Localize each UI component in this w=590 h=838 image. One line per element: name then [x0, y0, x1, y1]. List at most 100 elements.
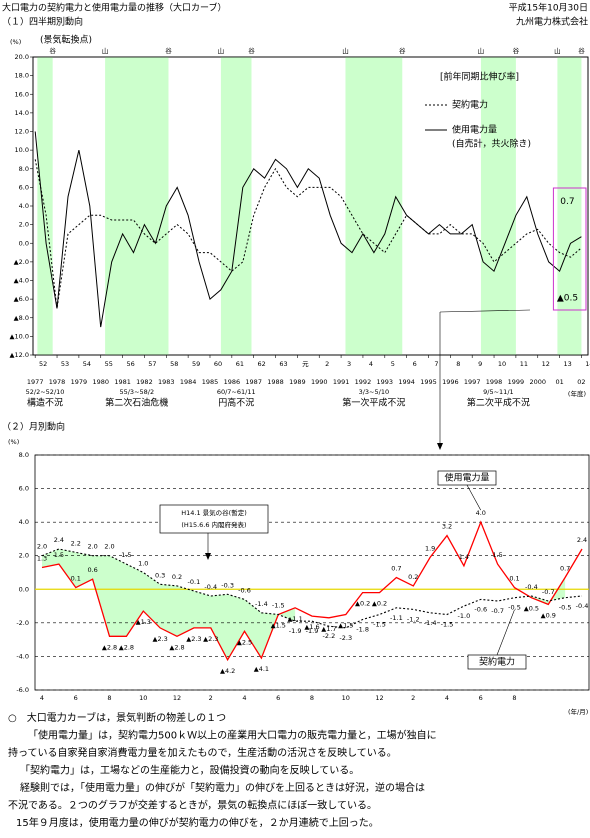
- turning-point: 山: [342, 47, 349, 55]
- fiscal-label: 3: [347, 360, 351, 368]
- turning-point: 谷: [248, 46, 255, 55]
- end-label: 0.7: [560, 197, 574, 207]
- y-tick-label: ▲2.0: [14, 258, 29, 266]
- y-tick-label: 2.0: [19, 552, 29, 560]
- data-label: ▲4.1: [254, 665, 269, 673]
- y-tick-label: 10.0: [15, 146, 29, 154]
- x-tick-label: 1983: [158, 378, 175, 386]
- x-tick-label: 1981: [114, 378, 131, 386]
- data-label: 1.5: [492, 551, 502, 559]
- y-tick-label: 4.0: [19, 202, 29, 210]
- notes: ○ 大口電力カーブは，景気判断の物差しの１つ「使用電力量」は，契約電力500ｋＷ…: [8, 711, 437, 829]
- recession-band: [105, 57, 169, 355]
- data-label: -1.4: [424, 619, 437, 627]
- end-label: ▲0.5: [557, 293, 578, 303]
- data-label: 2.4: [54, 536, 64, 544]
- data-label: -0.1: [188, 578, 201, 586]
- section-heading: （２）月別動向: [2, 421, 65, 433]
- recession-dates: 9/5~11/1: [483, 388, 514, 396]
- recession-dates: 60/7~61/11: [217, 388, 256, 396]
- recession-label: 円高不況: [218, 397, 254, 409]
- fiscal-label: 53: [61, 360, 69, 368]
- data-label: -1.5: [441, 620, 454, 628]
- fiscal-label: 元: [302, 360, 309, 368]
- y-tick-label: 6.0: [19, 183, 29, 191]
- data-label: 1.3: [37, 554, 47, 562]
- data-label: ▲4.2: [220, 667, 235, 675]
- x-tick-label: 2000: [529, 378, 546, 386]
- y-tick-label: ▲12.0: [10, 351, 29, 359]
- x-tick-label: 1993: [377, 378, 394, 386]
- fiscal-label: 14: [585, 360, 590, 368]
- recession-label: 構造不況: [27, 397, 63, 409]
- data-label: ▲1.5: [338, 621, 353, 629]
- data-label: 0.3: [155, 571, 165, 579]
- recession-dates: 52/2~52/10: [26, 388, 65, 396]
- y-tick-label: 18.0: [15, 72, 29, 80]
- x-tick-label: 8: [107, 694, 111, 702]
- x-tick-label: 1979: [71, 378, 88, 386]
- x-tick-label: 1992: [355, 378, 372, 386]
- x-tick-label: 1985: [202, 378, 219, 386]
- fiscal-label: 61: [236, 360, 244, 368]
- turning-point: 谷: [165, 46, 172, 55]
- x-tick-label: 1991: [333, 378, 350, 386]
- data-label: 0.7: [560, 565, 570, 573]
- y-unit: (%): [10, 38, 21, 46]
- data-label: -1.2: [407, 615, 420, 623]
- data-label: ▲1.5: [271, 621, 286, 629]
- x-tick-label: 1990: [311, 378, 328, 386]
- x-unit: (年/月): [568, 707, 588, 716]
- x-tick-label: 4: [445, 694, 449, 702]
- data-label: ▲1.3: [136, 618, 151, 626]
- x-tick-label: 6: [276, 694, 280, 702]
- arrow-head: [437, 443, 443, 450]
- data-label: -1.1: [390, 614, 403, 622]
- x-tick-label: 12: [173, 694, 181, 702]
- fiscal-label: 4: [369, 360, 373, 368]
- y-tick-label: 0.0: [19, 585, 29, 593]
- x-tick-label: 1988: [267, 378, 284, 386]
- highlight-box: [552, 187, 587, 311]
- fiscal-label: 6: [413, 360, 417, 368]
- x-tick-label: 10: [342, 694, 350, 702]
- x-tick-label: 10: [139, 694, 147, 702]
- arrow-head: [205, 553, 211, 560]
- fiscal-label: 8: [456, 360, 460, 368]
- data-label: 2.4: [577, 536, 587, 544]
- data-label: ▲2.5: [237, 638, 252, 646]
- data-label: ▲1.7: [321, 625, 336, 633]
- page-title: 大口電力の契約電力と使用電力量の推移（大口カーブ）: [2, 2, 226, 14]
- fiscal-label: 5: [391, 360, 395, 368]
- data-label: 1.5: [54, 551, 64, 559]
- y-tick-label: ▲6.0: [14, 295, 29, 303]
- data-label: -1.5: [272, 601, 285, 609]
- data-label: ▲0.2: [372, 600, 387, 608]
- data-label: 2.0: [37, 543, 47, 551]
- y-tick-label: 16.0: [15, 90, 29, 98]
- y-tick-label: 0.0: [19, 239, 29, 247]
- date: 平成15年10月30日: [509, 2, 588, 14]
- fiscal-label: 57: [148, 360, 156, 368]
- data-label: 1.0: [138, 560, 148, 568]
- data-label: 0.1: [71, 575, 81, 583]
- annotation-note: (H15.6.6 内閣府発表): [181, 520, 246, 529]
- data-label: 1.4: [459, 553, 469, 561]
- data-label: 0.1: [509, 575, 519, 583]
- turning-point: 山: [102, 47, 109, 55]
- recession-label: 第一次平成不況: [342, 397, 405, 409]
- data-label: 0.2: [408, 573, 418, 581]
- x-tick-label: 01: [555, 378, 563, 386]
- gap-fill: [531, 577, 566, 605]
- x-tick-label: 4: [242, 694, 246, 702]
- data-label: -0.6: [238, 586, 251, 594]
- y-tick-label: 20.0: [15, 53, 29, 61]
- note-line: ○ 大口電力カーブは，景気判断の物差しの１つ: [8, 711, 226, 724]
- x-tick-label: 1999: [508, 378, 525, 386]
- y-tick-label: ▲4.0: [14, 277, 29, 285]
- fiscal-label: 60: [214, 360, 222, 368]
- data-label: -0.4: [576, 602, 589, 610]
- fiscal-label: 63: [279, 360, 287, 368]
- x-tick-label: 6: [479, 694, 483, 702]
- recession-band: [220, 57, 252, 355]
